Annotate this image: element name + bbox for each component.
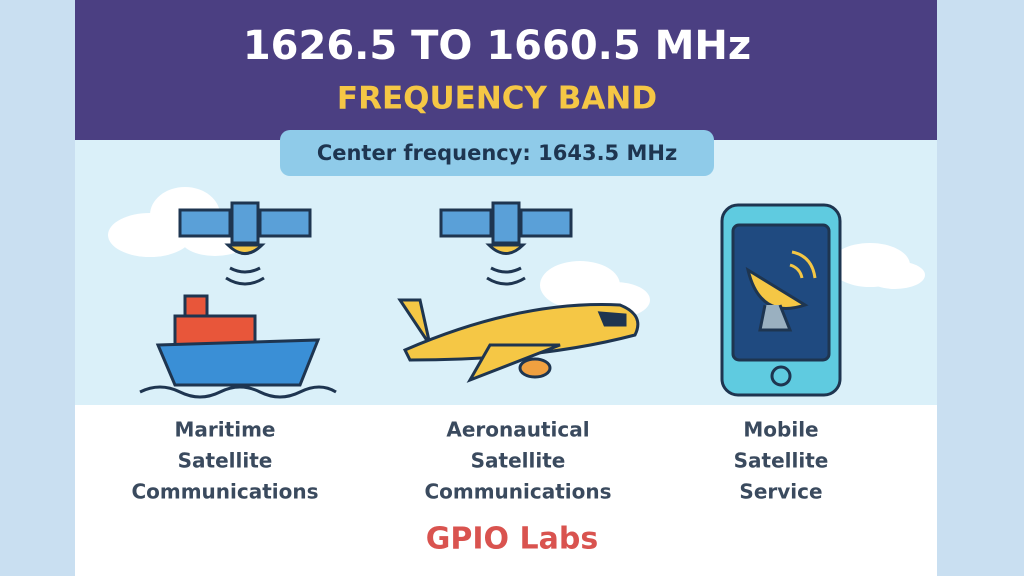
ship-icon [139,294,337,399]
caption-line: Satellite [734,449,829,473]
caption-line: Maritime [175,418,276,442]
caption-line: Communications [424,480,611,504]
caption-line: Communications [131,480,318,504]
satellite-icon [178,201,312,286]
frequency-pill [280,130,714,176]
satellite-icon [439,201,573,286]
caption-line: Service [739,480,822,504]
subtitle: FREQUENCY BAND [337,81,657,117]
brand: GPIO Labs [426,522,598,557]
plane-icon [397,298,640,383]
phone-icon [720,203,842,397]
caption-line: Aeronautical [446,418,589,442]
caption-line: Mobile [743,418,818,442]
header-band [75,0,937,140]
center-frequency: Center frequency: 1643.5 MHz [317,141,677,165]
title: 1626.5 TO 1660.5 MHz [243,23,751,69]
caption-line: Satellite [471,449,566,473]
caption-line: Satellite [178,449,273,473]
captions: Maritime Satellite Communications Aeronauti… [131,418,828,504]
